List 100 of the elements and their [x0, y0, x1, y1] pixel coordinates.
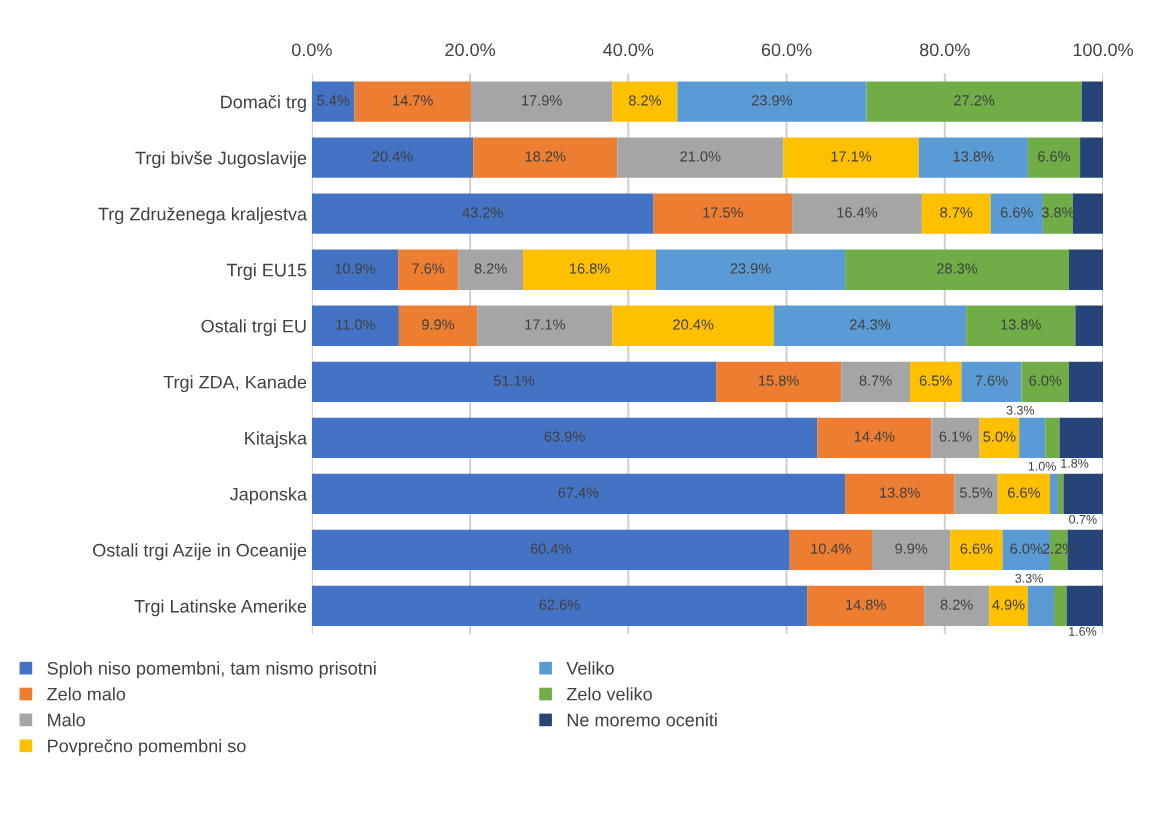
data-label: 4.9% [992, 599, 1025, 610]
data-label: 62.6% [539, 599, 580, 610]
x-tick-label: 0.0% [291, 43, 332, 57]
data-label: 20.4% [372, 151, 413, 162]
data-label: 1.8% [1061, 458, 1089, 468]
bar [311, 529, 790, 571]
data-label: 6.6% [960, 543, 993, 554]
x-tick-label: 60.0% [761, 43, 812, 57]
bar [477, 305, 613, 346]
data-label: 6.0% [1010, 543, 1043, 554]
data-label: 15.8% [759, 375, 799, 386]
data-label: 6.1% [939, 431, 972, 442]
bar [931, 417, 980, 459]
data-label: 14.4% [854, 431, 895, 442]
x-tick-label: 40.0% [603, 43, 654, 57]
data-label: 5.5% [960, 487, 993, 498]
data-label: 17.1% [831, 151, 872, 162]
data-label: 3.3% [1015, 573, 1043, 583]
bar [783, 137, 919, 178]
data-label: 8.2% [940, 599, 973, 610]
y-tick-label: Japonska [229, 487, 307, 505]
x-tick-label: 20.0% [445, 43, 496, 57]
data-label: 8.2% [628, 95, 662, 106]
data-label: 17.5% [703, 207, 744, 218]
y-tick-label: Trg Združenega kraljestva [98, 207, 307, 225]
bar [677, 81, 867, 122]
bar [990, 193, 1043, 234]
data-label: 60.4% [530, 543, 571, 554]
data-label: 6.5% [919, 375, 952, 386]
data-label: 23.9% [730, 263, 771, 274]
data-label: 17.9% [522, 95, 562, 106]
data-label: 0.7% [1069, 514, 1097, 524]
data-label: 24.3% [850, 319, 891, 330]
bar [845, 473, 955, 515]
legend-label: Sploh niso pomembni, tam nismo prisotni [47, 661, 376, 679]
bar [841, 361, 910, 402]
bar [807, 585, 925, 627]
bar [311, 473, 846, 515]
bar [1063, 473, 1104, 515]
data-label: 3.3% [1006, 405, 1035, 415]
bar [1066, 585, 1104, 627]
data-label: 6.6% [1000, 207, 1033, 218]
data-label: 63.9% [544, 431, 585, 442]
y-tick-label: Ostali trgi Azije in Oceanije [93, 543, 307, 561]
bar [1027, 585, 1054, 627]
bar [458, 249, 524, 290]
bar [1019, 417, 1046, 459]
bar [653, 193, 793, 234]
data-label: 1.0% [1028, 461, 1056, 471]
data-label: 13.8% [880, 487, 920, 498]
bar [1075, 305, 1104, 346]
data-label: 67.4% [558, 487, 599, 498]
bar [950, 529, 1003, 571]
bar [997, 473, 1051, 515]
bar [656, 249, 846, 290]
legend-label: Veliko [566, 661, 614, 675]
bar [845, 249, 1069, 290]
bar [989, 585, 1028, 627]
y-tick-label: Trgi EU15 [226, 263, 307, 281]
data-label: 23.9% [751, 95, 793, 106]
bar [311, 137, 474, 178]
bar [979, 417, 1020, 459]
bar [311, 193, 654, 234]
legend-label: Zelo veliko [566, 687, 652, 701]
data-label: 11.0% [336, 319, 375, 330]
data-label: 43.2% [462, 207, 503, 218]
legend-label: Ne moremo oceniti [567, 713, 717, 727]
bar [1021, 361, 1069, 402]
y-tick-label: Trgi Latinske Amerike [134, 599, 307, 617]
bar [398, 305, 478, 346]
bar [354, 81, 471, 122]
bar [1053, 585, 1067, 627]
bar [311, 249, 399, 290]
bar [966, 305, 1076, 346]
y-tick-label: Trgi bivše Jugoslavije [135, 151, 307, 168]
bar [470, 81, 613, 122]
bar [1059, 417, 1104, 459]
data-label: 9.9% [895, 543, 928, 554]
legend-label: Malo [48, 713, 85, 727]
y-tick-label: Trgi ZDA, Kanade [163, 375, 307, 393]
x-tick-label: 100.0% [1073, 43, 1133, 57]
bar [617, 137, 784, 178]
data-label: 7.6% [412, 263, 445, 274]
data-label: 51.1% [493, 375, 535, 386]
bar [612, 81, 678, 122]
bar [921, 193, 991, 234]
legend-label: Povprečno pomembni so [48, 738, 246, 756]
bar [398, 249, 459, 290]
bar [817, 417, 932, 459]
bar [311, 585, 808, 627]
bar [612, 305, 774, 346]
data-label: 27.2% [954, 95, 995, 106]
bar [918, 137, 1028, 178]
bar [961, 361, 1022, 402]
data-label: 5.0% [983, 431, 1016, 442]
y-tick-label: Kitajska [245, 431, 307, 449]
data-label: 16.8% [569, 263, 610, 274]
data-label: 8.2% [474, 263, 507, 274]
bar [1081, 81, 1104, 122]
bar [1069, 361, 1104, 402]
